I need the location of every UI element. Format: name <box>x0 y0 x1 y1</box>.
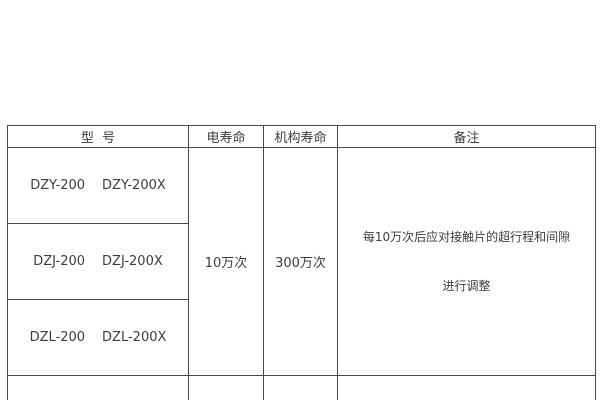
table-row: DZL-200 DZL-200X <box>7 299 596 376</box>
model-cell: DZB-200 DZB-200X <box>7 375 189 400</box>
electrical-life-cell: 1000次 <box>188 375 264 400</box>
model-cell: DZJ-200 DZJ-200X <box>7 223 189 300</box>
remark-line-2: 进行调整 <box>442 278 491 293</box>
table-row: DZB-200 DZB-200X 1000次 <box>7 375 596 400</box>
mechanical-life-cell: 300万次 <box>263 147 338 376</box>
remarks-cell <box>337 375 596 400</box>
table-row: DZJ-200 DZJ-200X <box>7 223 596 300</box>
relay-life-spec-table: 型 号 电寿命 机构寿命 备注 DZY-200 DZY-200X 10万次 30… <box>7 125 596 400</box>
table-row: DZY-200 DZY-200X 10万次 300万次 每10万次后应对接触片的… <box>7 147 596 376</box>
electrical-life-cell: 10万次 <box>188 147 264 376</box>
model-right: DZY-200X <box>102 178 166 193</box>
model-left: DZJ-200 <box>33 254 86 269</box>
model-right: DZJ-200X <box>102 254 163 269</box>
model-cell: DZL-200 DZL-200X <box>7 299 189 376</box>
header-cell-remarks: 备注 <box>337 125 596 148</box>
model-right: DZL-200X <box>102 330 167 345</box>
model-left: DZY-200 <box>30 178 86 193</box>
header-cell-mechanical-life: 机构寿命 <box>263 125 338 148</box>
model-left: DZL-200 <box>29 330 86 345</box>
table-header-row: 型 号 电寿命 机构寿命 备注 <box>7 125 596 148</box>
remarks-cell: 每10万次后应对接触片的超行程和间隙 进行调整 <box>337 147 596 376</box>
header-cell-electrical-life: 电寿命 <box>188 125 264 148</box>
model-cell: DZY-200 DZY-200X <box>7 147 189 224</box>
remark-line-1: 每10万次后应对接触片的超行程和间隙 <box>362 229 571 244</box>
mechanical-life-cell <box>263 375 338 400</box>
header-cell-model: 型 号 <box>7 125 189 148</box>
